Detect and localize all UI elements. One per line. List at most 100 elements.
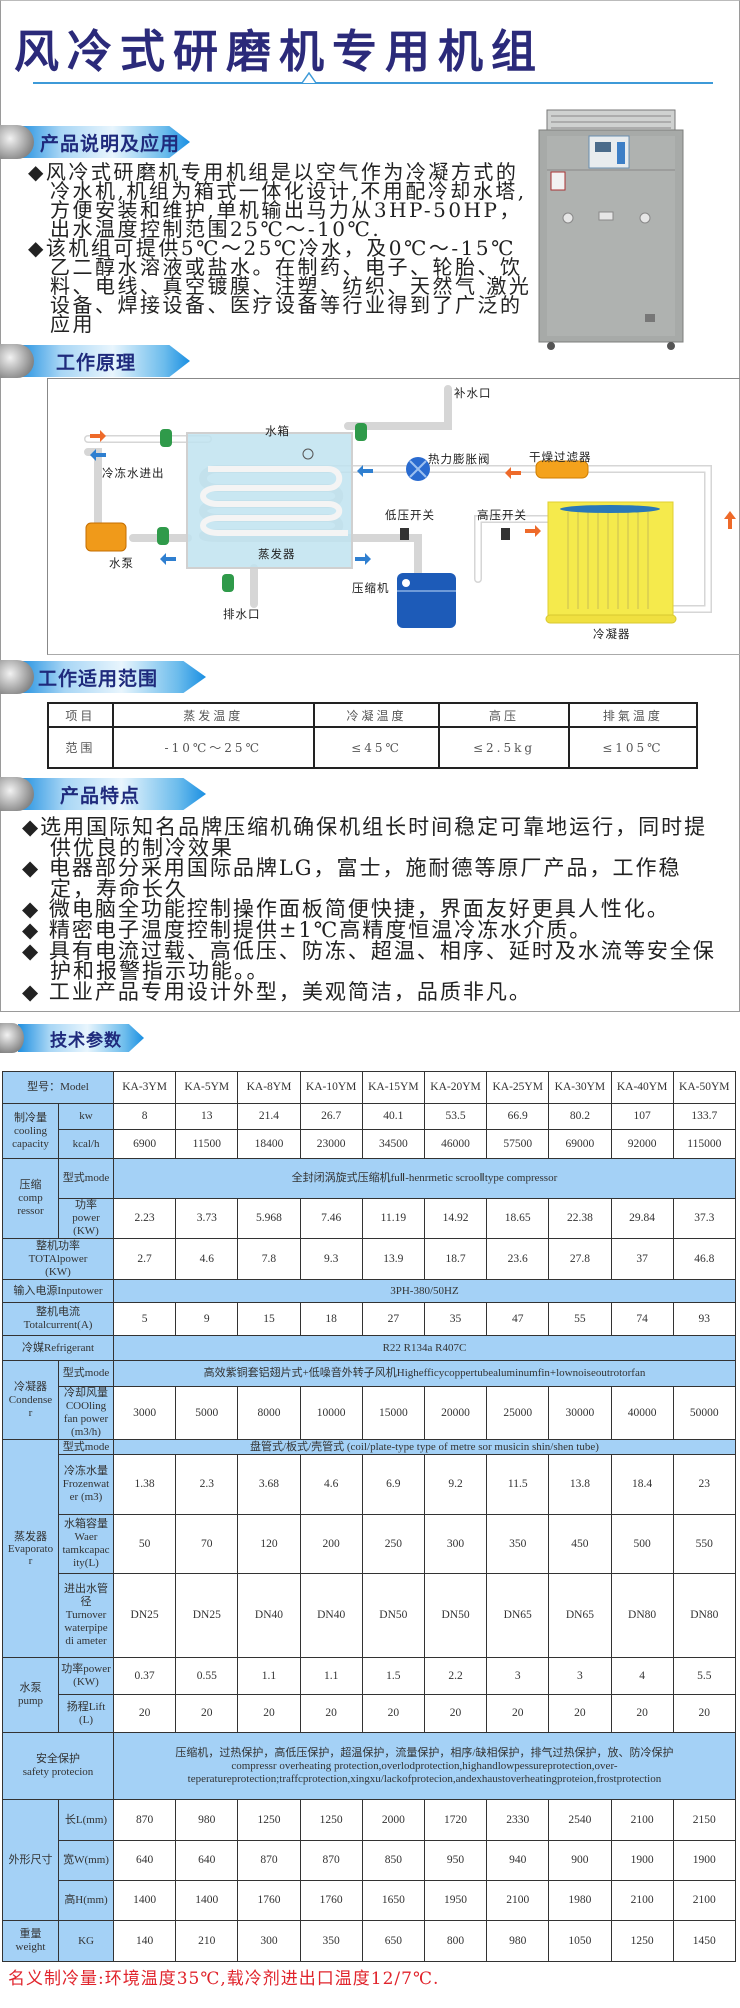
table-cell: 9: [175, 1302, 239, 1336]
feature-item: ◆ 电器部分采用国际品牌LG，富士，施耐德等原厂产品，工作稳定，寿命长久: [22, 856, 682, 901]
table-cell: 1250: [299, 1799, 363, 1841]
row-condenser-mode: 冷凝器 Condense r 型式mode 高效紫铜套铝翅片式+低噪音外转子风机Hi…: [2, 1360, 736, 1440]
column-header: 蒸发温度: [111, 702, 315, 728]
table-cell: DN50: [361, 1573, 425, 1658]
row-pump-lift: 扬程Lift (L) 20 20 20 20 20 20 20 20 20 20: [3, 1694, 736, 1733]
table-cell: 4: [610, 1657, 674, 1695]
dry-filter: [535, 460, 589, 479]
row-label: 整机电流 Totalcurrent(A): [1, 1302, 115, 1336]
row-safety: 安全保护 safety protecion 压缩机，过热保护，高低压保护，超温保护…: [1, 1732, 736, 1800]
row-label: 长L(mm): [57, 1799, 115, 1841]
working-range-table: 项目 蒸发温度 冷凝温度 高压 排氣温度 范围 -10℃～25℃ ≤45℃ ≤2…: [47, 702, 699, 769]
section-title: 产品特点: [60, 785, 141, 807]
table-cell: 57500: [486, 1129, 550, 1159]
spanning-value: 高效紫铜套铝翅片式+低噪音外转子风机Highefficycoppertubeal…: [113, 1360, 736, 1387]
table-cell: 2.7: [113, 1238, 177, 1280]
table-cell: 25000: [486, 1386, 550, 1440]
water-pump: [85, 522, 127, 552]
label-compressor: 压缩机: [352, 581, 390, 595]
table-cell: 107: [610, 1103, 674, 1130]
table-cell: 46.8: [672, 1238, 736, 1280]
row-label: 型式mode: [57, 1158, 115, 1199]
label-chilled-water-io: 冷冻水进出: [102, 466, 165, 480]
row-input-power: 输入电源Inputower 3PH-380/50HZ: [1, 1279, 736, 1303]
table-cell: 1980: [548, 1880, 612, 1921]
table-cell: 640: [113, 1840, 177, 1881]
table-cell: 0.37: [113, 1657, 177, 1695]
flow-arrow-blue-icons: [90, 449, 373, 565]
product-image-chiller: [538, 109, 684, 350]
row-label: 进出水管径 Turnover waterpipe di ameter: [57, 1573, 115, 1658]
table-cell: 1.38: [113, 1454, 177, 1515]
table-cell: 3.68: [237, 1454, 301, 1515]
row-label: 水箱容量 Waer tamkcapac ity(L): [57, 1514, 115, 1574]
table-cell: 133.7: [672, 1103, 736, 1130]
row-label: 冷凝器 Condense r: [2, 1360, 59, 1440]
table-cell: 1950: [423, 1880, 488, 1921]
label-dry-filter: 干燥过滤器: [529, 450, 592, 464]
table-cell: 1760: [299, 1880, 363, 1921]
table-cell: -10℃～25℃: [111, 726, 315, 769]
table-cell: DN65: [548, 1573, 612, 1658]
table-cell: 18: [299, 1302, 363, 1336]
table-cell: 20: [113, 1694, 177, 1733]
table-cell: 46000: [423, 1129, 488, 1159]
table-cell: 7.46: [299, 1198, 363, 1239]
feature-item: ◆ 精密电子温度控制提供±1℃高精度恒温冷冻水介质。: [22, 917, 593, 942]
condenser-fan-icon: [560, 505, 660, 513]
row-label: 冷媒Refrigerant: [1, 1335, 115, 1361]
table-cell: 20: [610, 1694, 674, 1733]
table-cell: KA-3YM: [113, 1071, 177, 1104]
table-cell: 69000: [548, 1129, 612, 1159]
row-label: kw: [57, 1103, 115, 1130]
table-cell: 1400: [175, 1880, 239, 1921]
feature-item: ◆ 具有电流过载、高低压、防冻、超温、相序、延时及水流等安全保护和报警指示功能。…: [22, 938, 716, 984]
table-cell: 40.1: [361, 1103, 425, 1130]
table-cell: DN50: [423, 1573, 488, 1658]
row-total-current: 整机电流 Totalcurrent(A) 5 9 15 18 27 35 47 55 74 93: [1, 1302, 736, 1336]
label-condenser: 冷凝器: [593, 627, 631, 641]
table-cell: 980: [175, 1799, 239, 1841]
feature-item: ◆ 工业产品专用设计外型，美观简洁，品质非凡。: [22, 979, 532, 1004]
table-cell: 2100: [610, 1880, 674, 1921]
table-cell: 7.8: [237, 1238, 301, 1280]
table-cell: 80.2: [548, 1103, 612, 1130]
description-item: ◆风冷式研磨机专用机组是以空气作为冷凝方式的冷水机,机组为箱式一体化设计,不用配…: [28, 160, 527, 241]
table-row: 范围 -10℃～25℃ ≤45℃ ≤2.5kg ≤105℃: [47, 726, 699, 769]
banner-cone-icon: [0, 660, 34, 694]
table-cell: 27.8: [548, 1238, 612, 1280]
table-cell: 30000: [548, 1386, 612, 1440]
banner-arrow: [18, 778, 206, 810]
table-cell: 34500: [361, 1129, 425, 1159]
table-cell: 37: [610, 1238, 674, 1280]
column-header: 排氣温度: [567, 702, 699, 728]
section-header-specs: 技术参数: [0, 1023, 150, 1053]
table-cell: 870: [299, 1840, 363, 1881]
table-cell: DN25: [175, 1573, 239, 1658]
table-cell: DN40: [299, 1573, 363, 1658]
banner-arrow: [18, 126, 190, 158]
table-cell: 18.7: [423, 1238, 488, 1280]
table-cell: 20000: [423, 1386, 488, 1440]
row-label: 扬程Lift (L): [57, 1694, 115, 1733]
table-cell: 1050: [548, 1920, 612, 1962]
table-cell: 55: [548, 1302, 612, 1336]
table-cell: 18.65: [486, 1198, 550, 1239]
row-model: 型号：Model KA-3YM KA-5YM KA-8YM KA-10YM KA-15YM…: [1, 1071, 736, 1104]
table-cell: 35: [423, 1302, 488, 1336]
table-cell: 13.8: [548, 1454, 612, 1515]
banner-cone-icon: [0, 777, 34, 811]
table-cell: KA-25YM: [486, 1071, 550, 1104]
row-label: 型号：Model: [1, 1071, 115, 1104]
table-cell: 范围: [47, 726, 114, 769]
table-cell: 5000: [175, 1386, 239, 1440]
table-cell: 3.73: [175, 1198, 239, 1239]
table-cell: 23: [672, 1454, 736, 1515]
compressor-unit: [397, 573, 456, 628]
table-cell: 8: [113, 1103, 177, 1130]
table-cell: 2100: [486, 1880, 550, 1921]
row-label: 宽W(mm): [57, 1840, 115, 1881]
rating-note: 名义制冷量:环境温度35℃,载冷剂进出口温度12/7℃.: [8, 1969, 440, 1989]
row-width: 宽W(mm) 640 640 870 870 850 950 940 900 1900 1900: [3, 1840, 736, 1881]
row-evaporator-frozen: 冷冻水量 Frozenwat er (m3) 1.38 2.3 3.68 4.6 6.9 9…: [3, 1454, 736, 1515]
